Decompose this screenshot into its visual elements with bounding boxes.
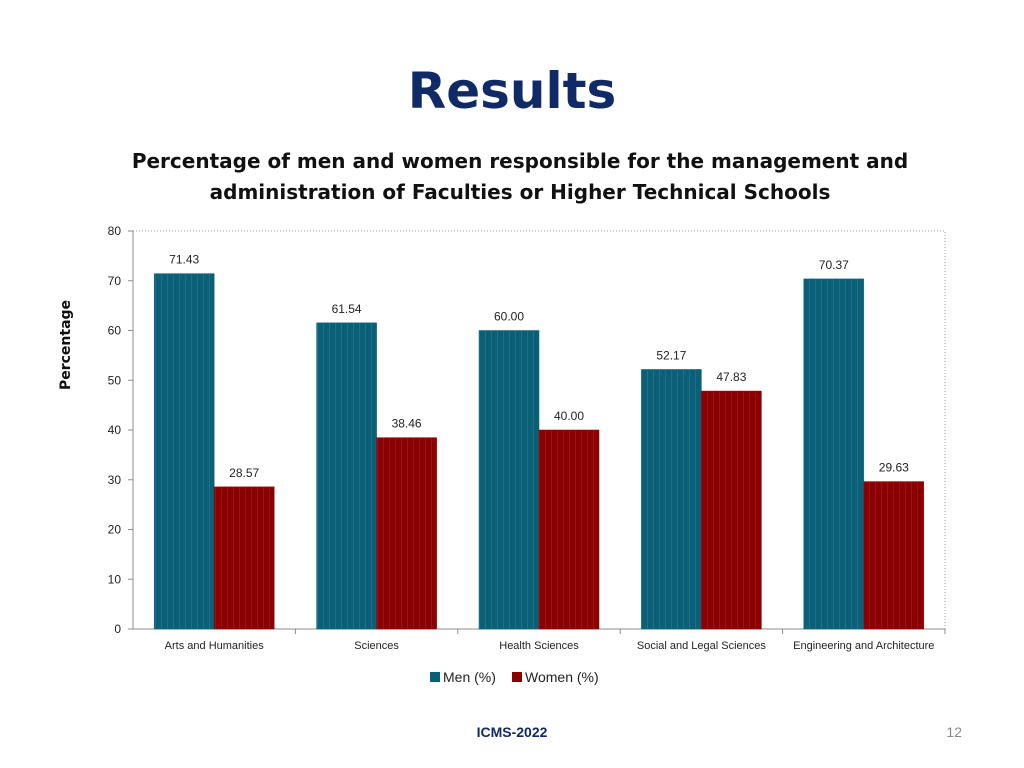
y-tick-label: 70	[108, 274, 122, 288]
legend-label: Women (%)	[525, 669, 599, 685]
x-tick-label: Health Sciences	[499, 640, 579, 652]
legend-swatch	[430, 672, 440, 682]
bar-value-label: 60.00	[494, 310, 524, 324]
legend-swatch	[512, 672, 522, 682]
bar-value-label: 40.00	[554, 409, 584, 423]
y-tick-label: 0	[114, 622, 121, 636]
bar-value-label: 28.57	[229, 466, 259, 480]
bar-women	[863, 481, 925, 630]
bar-women	[213, 486, 275, 630]
y-tick-label: 40	[108, 423, 122, 437]
bar-value-label: 47.83	[716, 370, 746, 384]
bar-men	[641, 369, 702, 630]
bar-men	[803, 278, 865, 630]
chart-title-line-2: administration of Faculties or Higher Te…	[209, 180, 831, 204]
y-tick-label: 20	[108, 523, 122, 537]
bar-value-label: 38.46	[392, 417, 422, 431]
bar-value-label: 71.43	[169, 253, 199, 267]
page-number: 12	[946, 724, 962, 740]
chart-title-line-1: Percentage of men and women responsible …	[131, 149, 909, 173]
y-axis-title: Percentage	[58, 300, 74, 390]
bar-value-label: 70.37	[819, 258, 849, 272]
bar-women	[701, 390, 762, 630]
y-tick-label: 50	[108, 373, 122, 387]
bar-value-label: 52.17	[656, 348, 686, 362]
x-tick-label: Social and Legal Sciences	[637, 640, 767, 652]
legend-label: Men (%)	[443, 669, 496, 685]
x-tick-label: Sciences	[354, 640, 399, 652]
bar-women	[376, 437, 437, 630]
x-tick-label: Engineering and Architecture	[793, 640, 934, 652]
bar-value-label: 61.54	[332, 302, 362, 316]
bar-men	[316, 322, 377, 630]
x-tick-label: Arts and Humanities	[165, 640, 265, 652]
y-tick-label: 60	[108, 324, 122, 338]
y-tick-label: 10	[108, 572, 122, 586]
y-tick-label: 30	[108, 473, 122, 487]
bar-men	[478, 330, 540, 630]
y-tick-label: 80	[108, 224, 122, 238]
bar-value-label: 29.63	[879, 461, 909, 475]
footer-label: ICMS-2022	[476, 724, 548, 740]
slide-title: Results	[407, 62, 617, 120]
chart-title: Percentage of men and women responsible …	[120, 146, 920, 208]
bar-men	[153, 273, 215, 630]
bar-women	[538, 429, 600, 630]
